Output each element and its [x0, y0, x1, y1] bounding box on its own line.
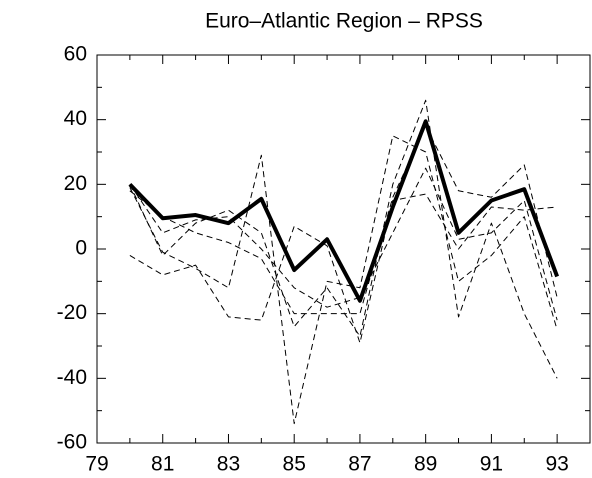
- x-tick-label: 83: [217, 453, 240, 476]
- x-tick-label: 93: [545, 453, 568, 476]
- dashed-series: [129, 167, 558, 321]
- dashed-series: [129, 99, 558, 379]
- x-tick-label: 91: [480, 453, 503, 476]
- dashed-series: [129, 193, 558, 344]
- x-tick-label: 89: [414, 453, 437, 476]
- chart-title: Euro–Atlantic Region – RPSS: [205, 10, 483, 33]
- dashed-series: [129, 135, 558, 425]
- y-tick-label: 0: [75, 237, 87, 260]
- y-tick-label: -20: [57, 301, 87, 324]
- y-tick-label: 60: [64, 43, 87, 66]
- y-tick-label: 40: [64, 107, 87, 130]
- x-tick-label: 87: [348, 453, 371, 476]
- x-tick-label: 79: [85, 453, 108, 476]
- x-tick-label: 81: [151, 453, 174, 476]
- plot-frame: [96, 54, 591, 444]
- line-series: [128, 119, 560, 303]
- y-tick-label: -60: [57, 431, 87, 454]
- x-tick-label: 85: [283, 453, 306, 476]
- y-tick-label: 20: [64, 172, 87, 195]
- dashed-series: [129, 125, 558, 315]
- y-tick-label: -40: [57, 366, 87, 389]
